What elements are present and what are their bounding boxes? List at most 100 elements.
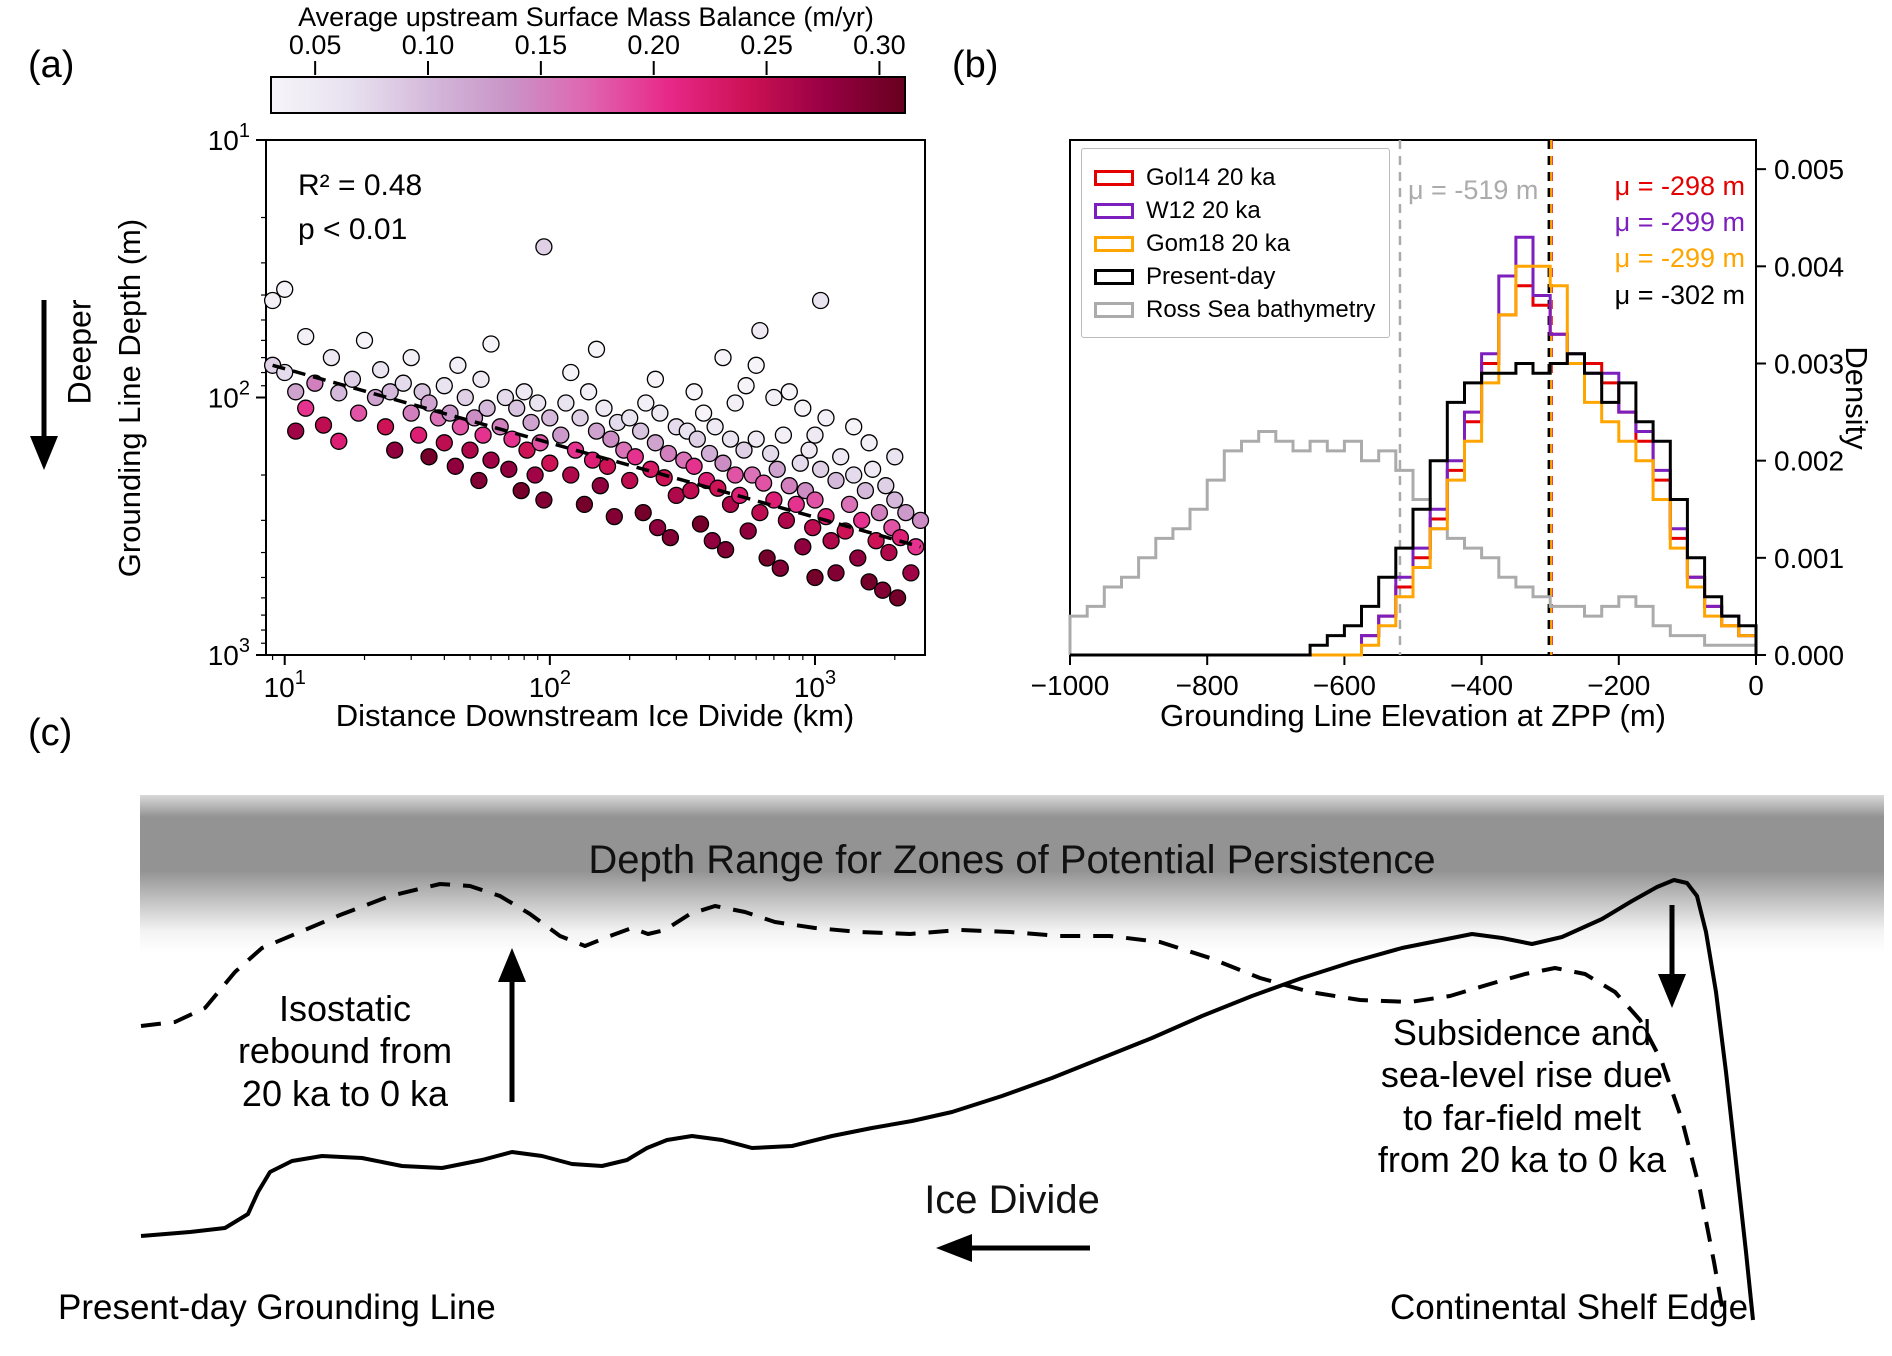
- scatter-point: [685, 383, 703, 401]
- scatter-point: [621, 471, 639, 490]
- trend-line: [272, 363, 921, 549]
- scatter-point: [771, 559, 789, 577]
- scatter-point: [420, 448, 438, 466]
- legend-swatch: [1094, 236, 1134, 252]
- scatter-point: [822, 532, 840, 550]
- scatter-point: [648, 518, 667, 537]
- scatter-point: [541, 409, 559, 427]
- x-tick-label: −400: [1450, 670, 1513, 701]
- x-tick-label: −600: [1313, 670, 1376, 701]
- scatter-plot-canvas: 0.05 0.10 0.15 0.20 0.25 0.30 101 102 103 101 102 1…: [30, 30, 930, 703]
- arrow-down-head: [1658, 974, 1686, 1008]
- y-tick-label: 101: [208, 120, 250, 156]
- mean-annotation-3: μ = -302 m: [1614, 279, 1745, 310]
- y-tick-label: 0.002: [1774, 446, 1844, 477]
- scatter-point: [806, 491, 824, 509]
- mean-annotation-2: μ = -299 m: [1614, 243, 1745, 274]
- scatter-point: [449, 356, 467, 374]
- scatter-point: [435, 377, 453, 395]
- scatter-point: [529, 394, 547, 412]
- panel-a-xlabel: Distance Downstream Ice Divide (km): [335, 698, 855, 733]
- legend-item: Ross Sea bathymetry: [1094, 296, 1375, 324]
- scatter-point: [886, 491, 904, 509]
- y-tick-label: 0.004: [1774, 251, 1844, 282]
- scatter-point: [747, 430, 765, 448]
- scatter-point: [626, 448, 644, 466]
- scatter-point: [791, 454, 809, 472]
- legend: Gol14 20 ka W12 20 ka Gom18 20 ka Present-d…: [1081, 148, 1391, 338]
- scatter-point: [777, 511, 796, 530]
- scatter-point: [376, 418, 395, 436]
- scatter-point: [515, 383, 533, 401]
- scatter-point: [314, 416, 333, 434]
- scatter-point: [703, 532, 721, 550]
- scatter-point: [482, 335, 500, 353]
- scatter-point: [700, 444, 719, 463]
- y-tick-label: 0.000: [1774, 640, 1844, 671]
- legend-swatch: [1094, 170, 1134, 186]
- scatter-point: [605, 507, 623, 526]
- panel-b-xlabel: Grounding Line Elevation at ZPP (m): [1159, 698, 1667, 733]
- scatter-point: [726, 394, 744, 412]
- scatter-point: [371, 361, 390, 379]
- grounding-line-label: Present-day Grounding Line: [58, 1288, 496, 1327]
- scatter-point: [287, 383, 305, 401]
- x-tick-label: 0: [1748, 670, 1764, 701]
- legend-item: Gol14 20 ka: [1094, 164, 1375, 192]
- scatter-point: [591, 477, 609, 495]
- panel-c-label: (c): [28, 712, 73, 754]
- scatter-point: [330, 384, 348, 402]
- scatter-point: [787, 495, 805, 514]
- scatter-point: [721, 430, 740, 448]
- scatter-point: [579, 383, 598, 401]
- y-tick-label: 0.005: [1774, 154, 1844, 185]
- scatter-point: [780, 477, 798, 495]
- scatter-point: [751, 503, 769, 522]
- scatter-point: [566, 441, 585, 459]
- arrow-up-head: [498, 948, 526, 982]
- scatter-point: [634, 503, 652, 522]
- scatter-point: [535, 491, 553, 509]
- scatter-point: [500, 460, 518, 478]
- scatter-point: [860, 434, 878, 452]
- scatter-point: [853, 511, 871, 530]
- legend-swatch: [1094, 269, 1134, 285]
- x-tick-label: 101: [264, 667, 306, 703]
- histogram-plot-canvas: −1000 −800 −600 −400 −200 0 0.000 0.001 0.002 0.0…: [1031, 139, 1844, 701]
- scatter-point: [911, 511, 930, 530]
- x-tick-label: −1000: [1031, 670, 1110, 701]
- scatter-point: [886, 448, 904, 466]
- subsidence-arrow: [1658, 905, 1686, 1008]
- band-title: Depth Range for Zones of Potential Persi…: [588, 838, 1436, 882]
- hist-series-3: [1070, 352, 1758, 657]
- legend-swatch: [1094, 302, 1134, 318]
- scatter-point: [817, 507, 835, 526]
- scatter-point: [496, 388, 515, 407]
- panel-b-ylabel: Density: [1839, 346, 1874, 450]
- scatter-point: [747, 356, 765, 374]
- colorbar-tick-label: 0.20: [627, 30, 680, 60]
- scatter-point: [794, 538, 812, 556]
- scatter-point: [827, 564, 845, 582]
- scatter-point: [716, 541, 735, 559]
- schematic-canvas: [140, 878, 1755, 1321]
- scatter-point: [888, 589, 907, 607]
- scatter-point: [804, 518, 822, 537]
- mean-annotation-0: μ = -298 m: [1614, 171, 1745, 201]
- scatter-point: [512, 481, 530, 500]
- scatter-point: [754, 474, 773, 492]
- scatter-point: [811, 291, 830, 310]
- colorbar-tick-label: 0.15: [515, 30, 568, 60]
- scatter-point: [651, 404, 669, 422]
- scatter-point: [446, 457, 464, 475]
- y-tick-label: 102: [208, 378, 250, 414]
- legend-item: Present-day: [1094, 263, 1375, 291]
- scatter-point: [685, 457, 703, 475]
- p-value-annotation: p < 0.01: [298, 212, 408, 246]
- legend-label: Gol14 20 ka: [1146, 164, 1276, 191]
- scatter-point: [667, 486, 685, 505]
- scatter-point: [817, 409, 835, 427]
- scatter-point: [735, 441, 753, 459]
- scatter-point: [870, 503, 889, 522]
- scatter-point: [595, 399, 613, 417]
